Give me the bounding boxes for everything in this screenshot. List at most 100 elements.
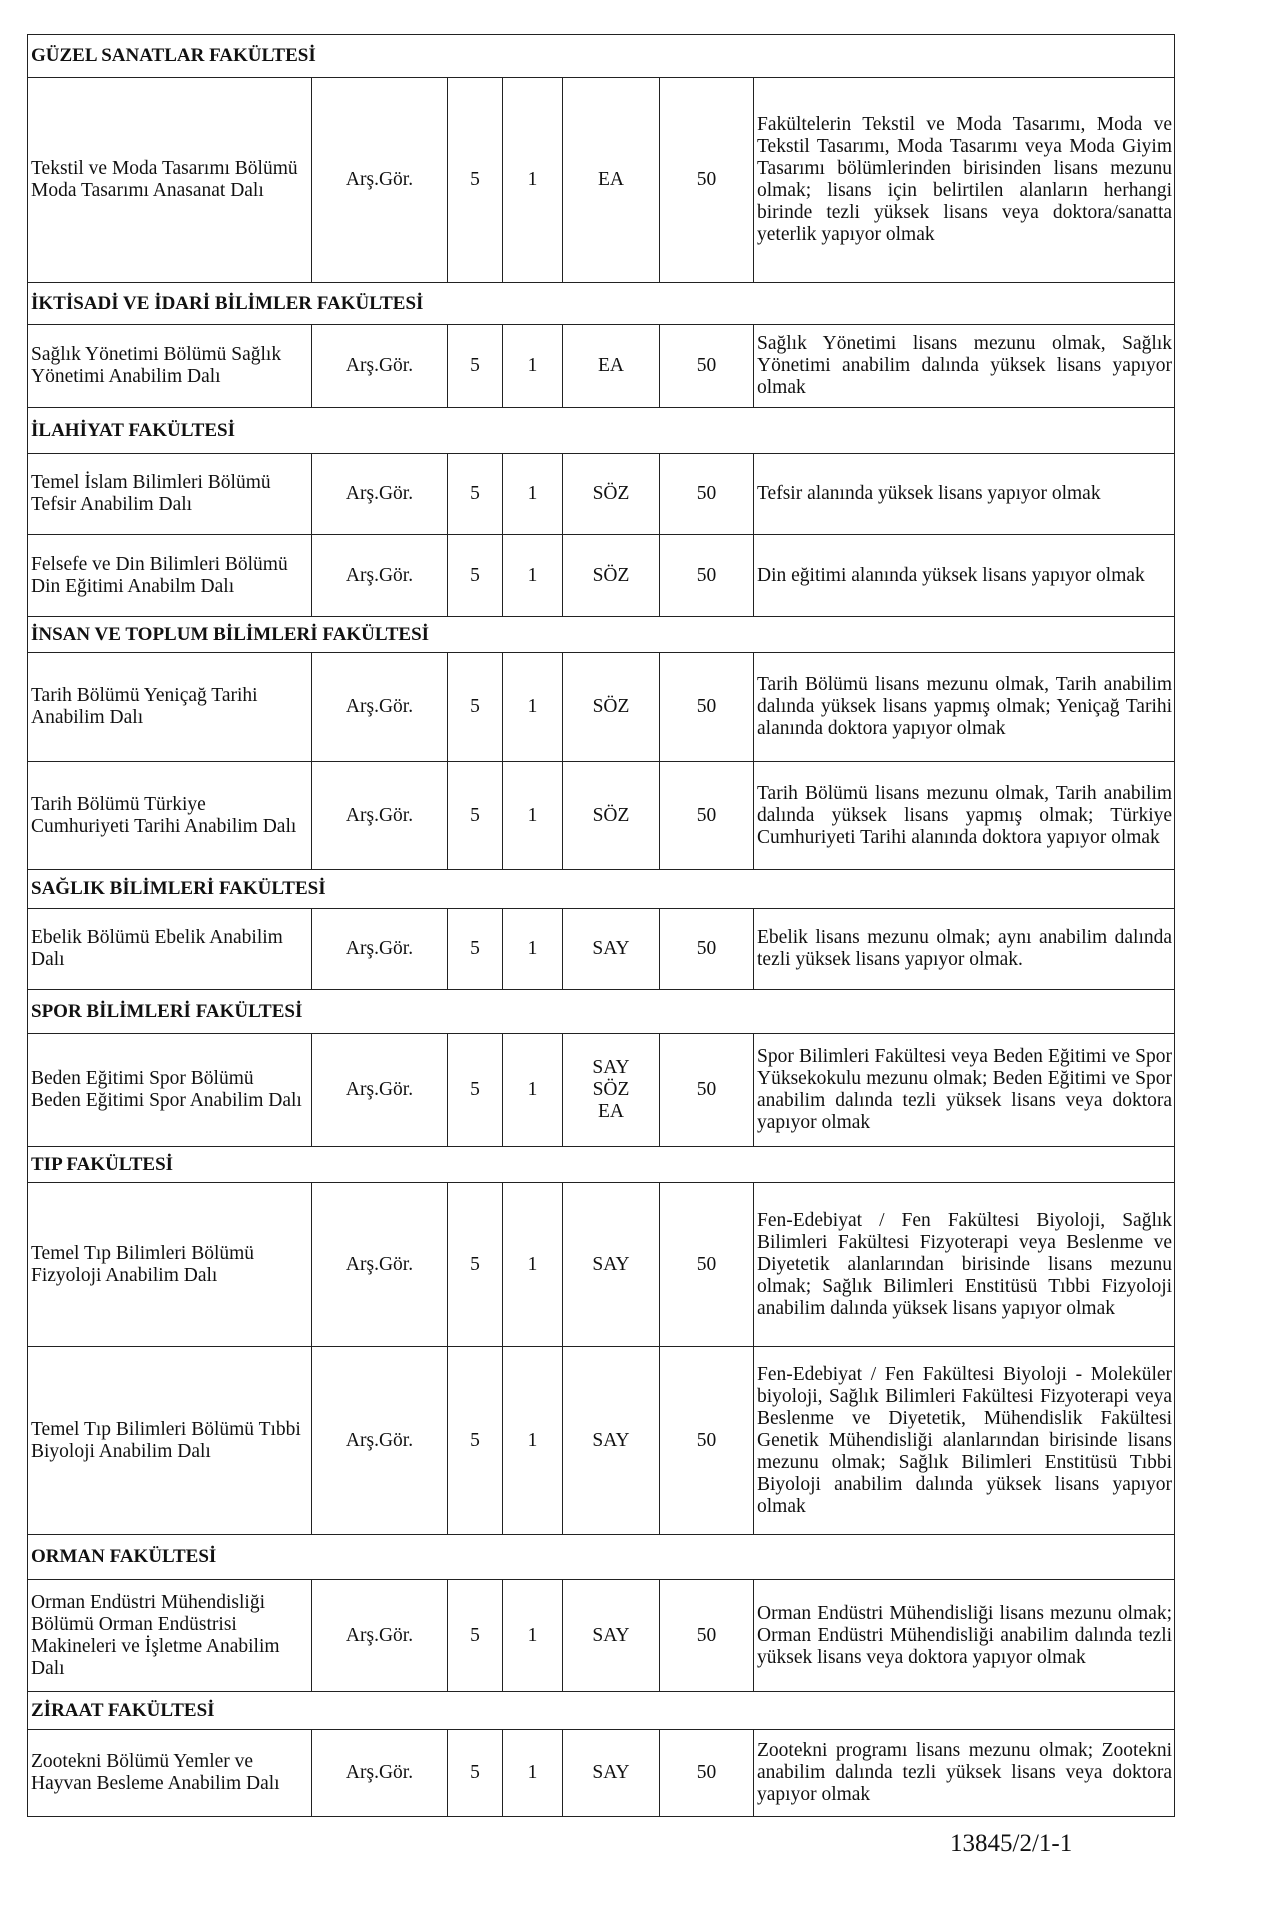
count-cell: 1: [502, 1729, 563, 1817]
requirement-cell: Fakültelerin Tekstil ve Moda Tasarımı, M…: [752, 77, 1176, 283]
department-cell: Beden Eğitimi Spor Bölümü Beden Eğitimi …: [27, 1033, 312, 1147]
table-row: Zootekni Bölümü Yemler ve Hayvan Besleme…: [27, 1729, 1176, 1817]
faculty-title: TIP FAKÜLTESİ: [26, 1146, 1176, 1183]
position-cell: Arş.Gör.: [311, 1033, 448, 1147]
requirement-cell: Orman Endüstri Mühendisliği lisans mezun…: [752, 1579, 1176, 1692]
score-cell: 50: [659, 652, 754, 762]
exam-type: EA: [598, 169, 624, 190]
requirement-cell: Din eğitimi alanında yüksek lisans yapıy…: [752, 534, 1176, 617]
score-cell: 50: [659, 761, 754, 870]
department-cell: Temel Tıp Bilimleri Bölümü Fizyoloji Ana…: [27, 1182, 312, 1347]
department-cell: Tekstil ve Moda Tasarımı Bölümü Moda Tas…: [27, 77, 312, 283]
exam-cell: EA: [562, 324, 660, 408]
table-row: Ebelik Bölümü Ebelik Anabilim Dalı Arş.G…: [27, 908, 1176, 990]
count-cell: 1: [502, 534, 563, 617]
requirement-cell: Spor Bilimleri Fakültesi veya Beden Eğit…: [752, 1033, 1176, 1147]
faculty-header-row: İKTİSADİ VE İDARİ BİLİMLER FAKÜLTESİ: [26, 282, 1176, 325]
table-row: Tekstil ve Moda Tasarımı Bölümü Moda Tas…: [27, 77, 1176, 283]
count-cell: 1: [502, 1346, 563, 1535]
exam-type: SÖZ: [592, 1079, 630, 1100]
exam-type: SAY: [592, 1624, 630, 1646]
table-row: Temel Tıp Bilimleri Bölümü Tıbbi Biyoloj…: [27, 1346, 1176, 1535]
exam-cell: SAY: [562, 908, 660, 990]
degree-cell: 5: [447, 324, 503, 408]
requirement-cell: Sağlık Yönetimi lisans mezunu olmak, Sağ…: [752, 324, 1176, 408]
exam-cell: SAY: [562, 1579, 660, 1692]
exam-cell: SÖZ: [562, 761, 660, 870]
count-cell: 1: [502, 761, 563, 870]
faculty-title: SAĞLIK BİLİMLERİ FAKÜLTESİ: [26, 869, 1176, 909]
count-cell: 1: [502, 453, 563, 535]
count-cell: 1: [502, 1579, 563, 1692]
table-row: Temel Tıp Bilimleri Bölümü Fizyoloji Ana…: [27, 1182, 1176, 1347]
department-cell: Tarih Bölümü Türkiye Cumhuriyeti Tarihi …: [27, 761, 312, 870]
exam-type: SÖZ: [592, 564, 630, 586]
faculty-header-row: SPOR BİLİMLERİ FAKÜLTESİ: [26, 989, 1176, 1034]
department-cell: Orman Endüstri Mühendisliği Bölümü Orman…: [27, 1579, 312, 1692]
department-cell: Tarih Bölümü Yeniçağ Tarihi Anabilim Dal…: [27, 652, 312, 762]
exam-cell: EA: [562, 77, 660, 283]
faculty-header-row: ORMAN FAKÜLTESİ: [26, 1534, 1176, 1580]
faculty-header-row: GÜZEL SANATLAR FAKÜLTESİ: [26, 34, 1176, 78]
position-cell: Arş.Gör.: [311, 453, 448, 535]
exam-cell: SÖZ: [562, 453, 660, 535]
requirement-cell: Fen-Edebiyat / Fen Fakültesi Biyoloji, S…: [752, 1182, 1176, 1347]
count-cell: 1: [502, 77, 563, 283]
requirement-cell: Zootekni programı lisans mezunu olmak; Z…: [752, 1729, 1176, 1817]
exam-type: SÖZ: [592, 483, 630, 504]
exam-type: SAY: [592, 1429, 630, 1451]
exam-cell: SAY: [562, 1182, 660, 1347]
faculty-title: İLAHİYAT FAKÜLTESİ: [26, 407, 1176, 454]
score-cell: 50: [659, 534, 754, 617]
faculty-header-row: İLAHİYAT FAKÜLTESİ: [26, 407, 1176, 454]
score-cell: 50: [659, 77, 754, 283]
exam-cell: SAY SÖZ EA: [562, 1033, 660, 1147]
table-row: Beden Eğitimi Spor Bölümü Beden Eğitimi …: [27, 1033, 1176, 1147]
position-cell: Arş.Gör.: [311, 77, 448, 283]
score-cell: 50: [659, 1182, 754, 1347]
faculty-header-row: İNSAN VE TOPLUM BİLİMLERİ FAKÜLTESİ: [26, 616, 1176, 653]
exam-type: SAY: [592, 1057, 630, 1078]
position-cell: Arş.Gör.: [311, 324, 448, 408]
department-cell: Temel İslam Bilimleri Bölümü Tefsir Anab…: [27, 453, 312, 535]
degree-cell: 5: [447, 1579, 503, 1692]
faculty-title: İKTİSADİ VE İDARİ BİLİMLER FAKÜLTESİ: [26, 282, 1176, 325]
degree-cell: 5: [447, 1729, 503, 1817]
exam-type: EA: [598, 355, 624, 376]
positions-table: GÜZEL SANATLAR FAKÜLTESİ Tekstil ve Moda …: [26, 34, 1176, 1817]
document-reference: 13845/2/1-1: [950, 1830, 1073, 1857]
degree-cell: 5: [447, 534, 503, 617]
degree-cell: 5: [447, 453, 503, 535]
faculty-title: GÜZEL SANATLAR FAKÜLTESİ: [26, 34, 1176, 78]
requirement-cell: Tarih Bölümü lisans mezunu olmak, Tarih …: [752, 652, 1176, 762]
position-cell: Arş.Gör.: [311, 761, 448, 870]
table-row: Temel İslam Bilimleri Bölümü Tefsir Anab…: [27, 453, 1176, 535]
faculty-header-row: SAĞLIK BİLİMLERİ FAKÜLTESİ: [26, 869, 1176, 909]
exam-type: SAY: [592, 938, 630, 959]
exam-type: SÖZ: [592, 696, 630, 717]
count-cell: 1: [502, 1033, 563, 1147]
count-cell: 1: [502, 652, 563, 762]
department-cell: Zootekni Bölümü Yemler ve Hayvan Besleme…: [27, 1729, 312, 1817]
faculty-title: SPOR BİLİMLERİ FAKÜLTESİ: [26, 989, 1176, 1034]
score-cell: 50: [659, 1346, 754, 1535]
position-cell: Arş.Gör.: [311, 1729, 448, 1817]
count-cell: 1: [502, 908, 563, 990]
position-cell: Arş.Gör.: [311, 1346, 448, 1535]
exam-cell: SAY: [562, 1729, 660, 1817]
score-cell: 50: [659, 453, 754, 535]
degree-cell: 5: [447, 761, 503, 870]
degree-cell: 5: [447, 1182, 503, 1347]
faculty-title: İNSAN VE TOPLUM BİLİMLERİ FAKÜLTESİ: [26, 616, 1176, 653]
table-row: Tarih Bölümü Yeniçağ Tarihi Anabilim Dal…: [27, 652, 1176, 762]
exam-type: EA: [598, 1101, 624, 1122]
table-row: Felsefe ve Din Bilimleri Bölümü Din Eğit…: [27, 534, 1176, 617]
position-cell: Arş.Gör.: [311, 534, 448, 617]
faculty-title: ORMAN FAKÜLTESİ: [26, 1534, 1176, 1580]
table-row: Sağlık Yönetimi Bölümü Sağlık Yönetimi A…: [27, 324, 1176, 408]
exam-cell: SÖZ: [562, 534, 660, 617]
position-cell: Arş.Gör.: [311, 1182, 448, 1347]
score-cell: 50: [659, 1033, 754, 1147]
exam-cell: SAY: [562, 1346, 660, 1535]
faculty-header-row: TIP FAKÜLTESİ: [26, 1146, 1176, 1183]
